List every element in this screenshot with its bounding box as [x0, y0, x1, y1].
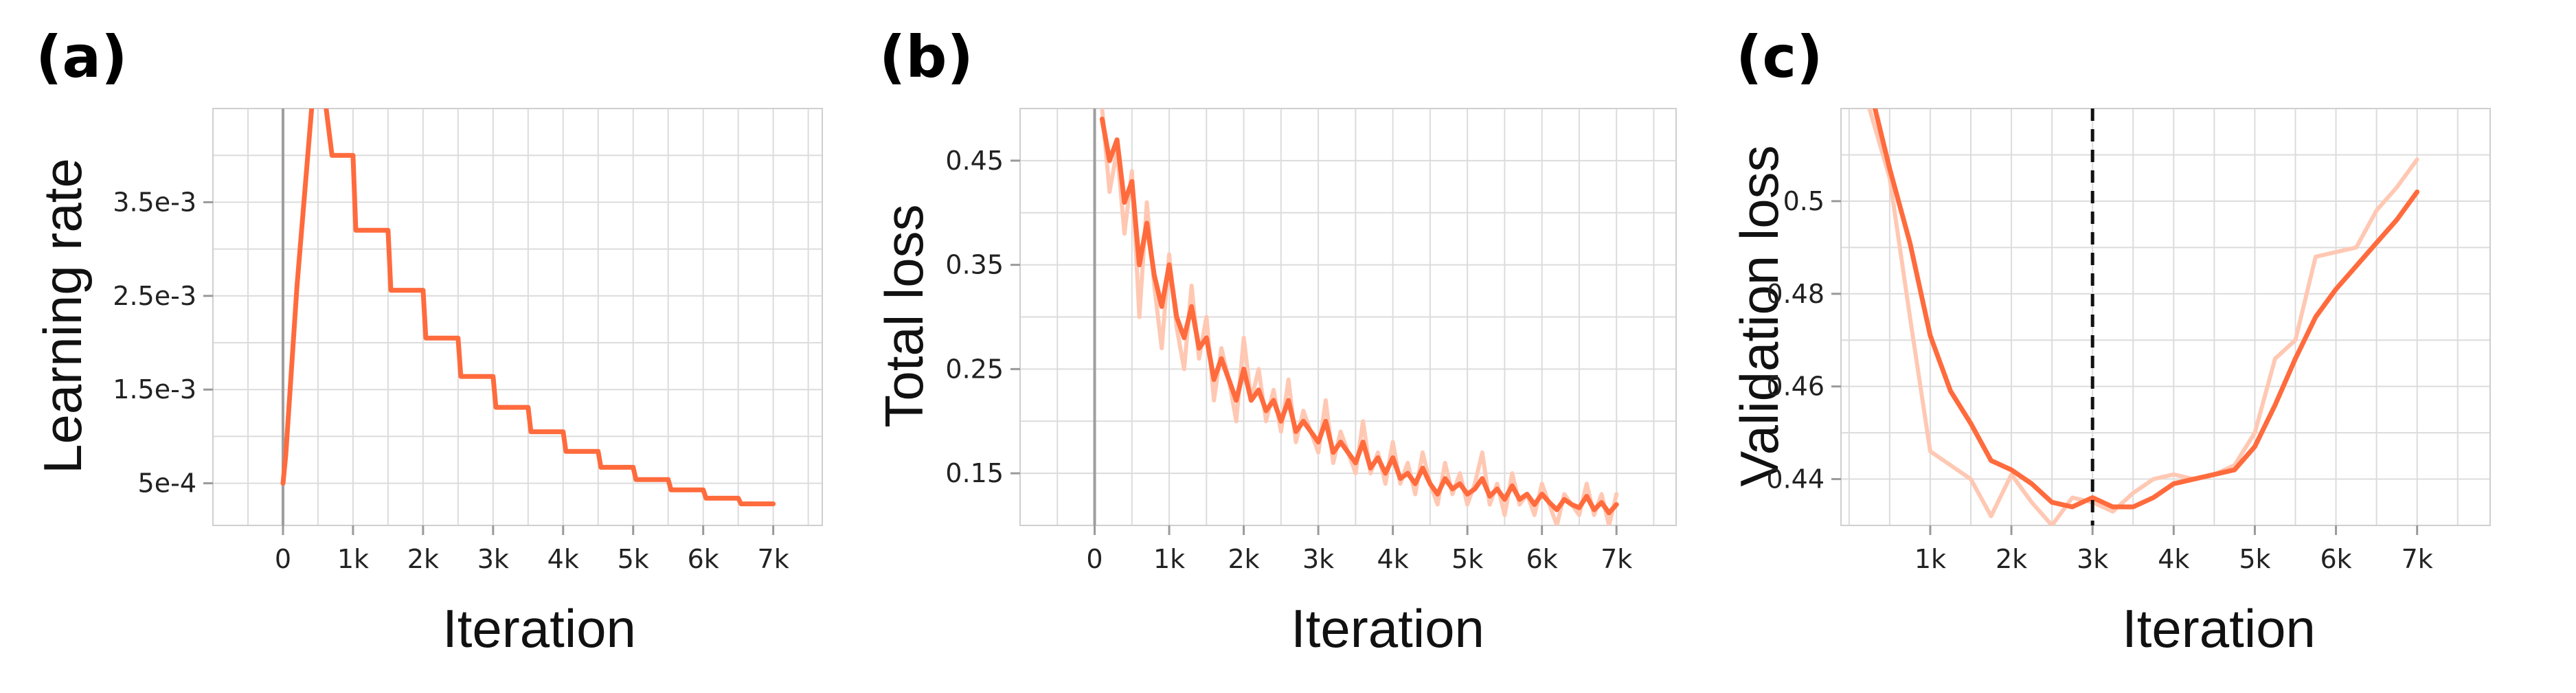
y-tick-label: 3.5e-3 — [113, 187, 196, 217]
x-tick-label: 6k — [2320, 544, 2351, 574]
x-tick-label: 3k — [2077, 544, 2108, 574]
x-tick-label: 6k — [688, 544, 719, 574]
y-tick-label: 0.35 — [945, 250, 1004, 280]
x-tick-label: 2k — [407, 544, 439, 574]
panel-a-learning-rate: (a) Iteration Learning rate 0 1k 2k 3k 4k 5k 6… — [32, 23, 822, 659]
x-tick-label: 7k — [758, 544, 789, 574]
x-tick-label: 3k — [1302, 544, 1334, 574]
y-tick-label: 5e-4 — [138, 468, 196, 499]
y-tick-label: 1.5e-3 — [113, 374, 196, 405]
panel-label: (c) — [1736, 23, 1823, 91]
x-tick-label: 1k — [1153, 544, 1185, 574]
x-tick-label: 4k — [1377, 544, 1409, 574]
x-tick-label: 1k — [1914, 544, 1946, 574]
x-tick-label: 5k — [618, 544, 649, 574]
x-axis-title: Iteration — [442, 598, 636, 659]
x-axis-title: Iteration — [2122, 598, 2316, 659]
series-group — [1869, 85, 2417, 525]
x-tick-label: 3k — [477, 544, 509, 574]
y-tick-label: 2.5e-3 — [113, 281, 196, 311]
series-smoothed-line — [1102, 119, 1616, 513]
y-tick-label: 0.46 — [1766, 372, 1824, 402]
x-tick-label: 4k — [2158, 544, 2189, 574]
panel-b-total-loss: (b) Iteration Total loss 0 1k 2k 3k 4k 5k 6k 7k… — [874, 23, 1676, 659]
x-tick-label: 7k — [2402, 544, 2433, 574]
y-tick-label: 0.15 — [945, 458, 1004, 488]
x-tick-label: 1k — [337, 544, 369, 574]
plot-area: 1k 2k 3k 4k 5k 6k 7k 0.44 0.46 0.48 0.5 — [1766, 85, 2490, 574]
y-axis-title: Total loss — [874, 204, 934, 427]
plot-area: 0 1k 2k 3k 4k 5k 6k 7k 0.15 0.25 0.35 0.45 — [945, 109, 1676, 574]
x-tick-label: 2k — [1996, 544, 2027, 574]
y-axis-title: Learning rate — [32, 158, 93, 474]
x-tick-label: 0 — [1086, 544, 1103, 574]
plot-area: 0 1k 2k 3k 4k 5k 6k 7k 5e-4 1.5e-3 2.5e-3 3.5e-3 — [113, 99, 822, 574]
series-raw-line — [1869, 109, 2417, 525]
x-tick-label: 5k — [1451, 544, 1483, 574]
y-tick-label: 0.48 — [1766, 279, 1824, 309]
x-tick-label: 4k — [547, 544, 579, 574]
series-smoothed-line — [1869, 85, 2417, 507]
x-axis-title: Iteration — [1291, 598, 1484, 659]
y-tick-label: 0.5 — [1783, 186, 1824, 216]
x-tick-label: 7k — [1601, 544, 1632, 574]
panel-label: (a) — [36, 23, 127, 91]
y-axis-title: Validation loss — [1729, 145, 1789, 486]
y-tick-label: 0.25 — [945, 354, 1004, 384]
x-tick-label: 2k — [1228, 544, 1259, 574]
y-tick-label: 0.44 — [1766, 464, 1824, 495]
x-tick-label: 6k — [1526, 544, 1558, 574]
y-tick-label: 0.45 — [945, 146, 1004, 176]
panel-label: (b) — [879, 23, 973, 91]
panel-c-validation-loss: (c) Iteration Validation loss 1k 2k 3k 4k 5k… — [1729, 23, 2490, 659]
plot-frame — [1841, 109, 2490, 525]
x-tick-label: 5k — [2239, 544, 2270, 574]
x-tick-label: 0 — [275, 544, 291, 574]
